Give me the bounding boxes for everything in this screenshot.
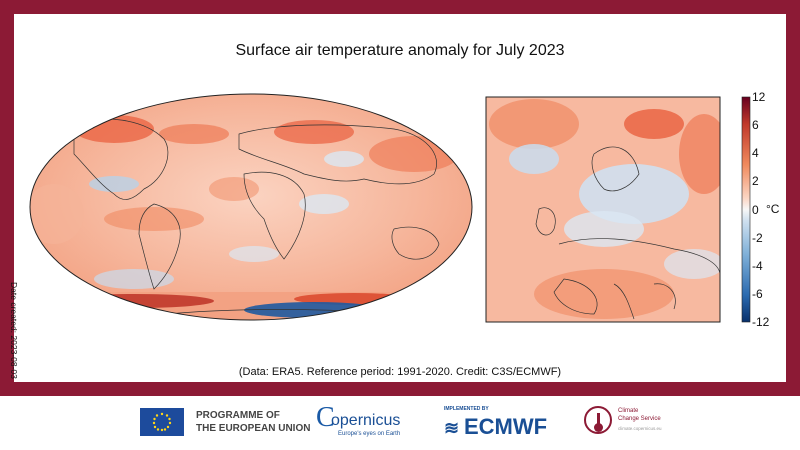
eu-programme-line2: THE EUROPEAN UNION (196, 423, 311, 434)
copernicus-tagline: Europe's eyes on Earth (338, 431, 401, 437)
figure-title: Surface air temperature anomaly for July… (235, 42, 565, 59)
colorbar-tick-label: 4 (752, 146, 759, 161)
c3s-url: climate.copernicus.eu (618, 426, 662, 431)
figure-panel: Surface air temperature anomaly for July… (9, 14, 786, 382)
colorbar-tick-label: -6 (752, 286, 763, 301)
c3s-line1: Climate (618, 408, 639, 414)
colorbar-tick-label: 2 (752, 174, 759, 189)
ecmwf-logo: IMPLEMENTED BY ≋ ECMWF (444, 406, 574, 442)
global-map (29, 93, 473, 321)
ecmwf-implemented-by: IMPLEMENTED BY (444, 406, 489, 412)
eu-flag-icon (140, 408, 184, 436)
copernicus-c: C (316, 402, 335, 433)
copernicus-logo: C opernicus Europe's eyes on Earth (316, 402, 416, 444)
ecmwf-wave-icon: ≋ (444, 418, 460, 438)
colorbar-tick-label: -2 (752, 230, 763, 245)
colorbar-tick-label: 0 (752, 202, 759, 217)
europe-map (485, 96, 721, 323)
colorbar-tick-label: -4 (752, 258, 763, 273)
maps-svg (29, 93, 751, 323)
eu-programme-line1: PROGRAMME OF (196, 410, 280, 421)
data-credit: (Data: ERA5. Reference period: 1991-2020… (238, 366, 562, 378)
thermometer-icon (584, 406, 612, 434)
colorbar-tick-label: 12 (752, 90, 766, 104)
colorbar-unit: °C (766, 202, 780, 216)
colorbar (741, 96, 751, 323)
colorbar-tick-label: 6 (752, 118, 759, 133)
c3s-logo: Climate Change Service climate.copernicu… (584, 404, 694, 444)
ecmwf-wordmark: ECMWF (464, 414, 548, 439)
colorbar-tick-label: -12 (752, 315, 770, 329)
footer-logos: PROGRAMME OF THE EUROPEAN UNION C operni… (0, 396, 800, 450)
copernicus-wordmark: opernicus (331, 412, 401, 429)
c3s-line2: Change Service (618, 416, 661, 422)
